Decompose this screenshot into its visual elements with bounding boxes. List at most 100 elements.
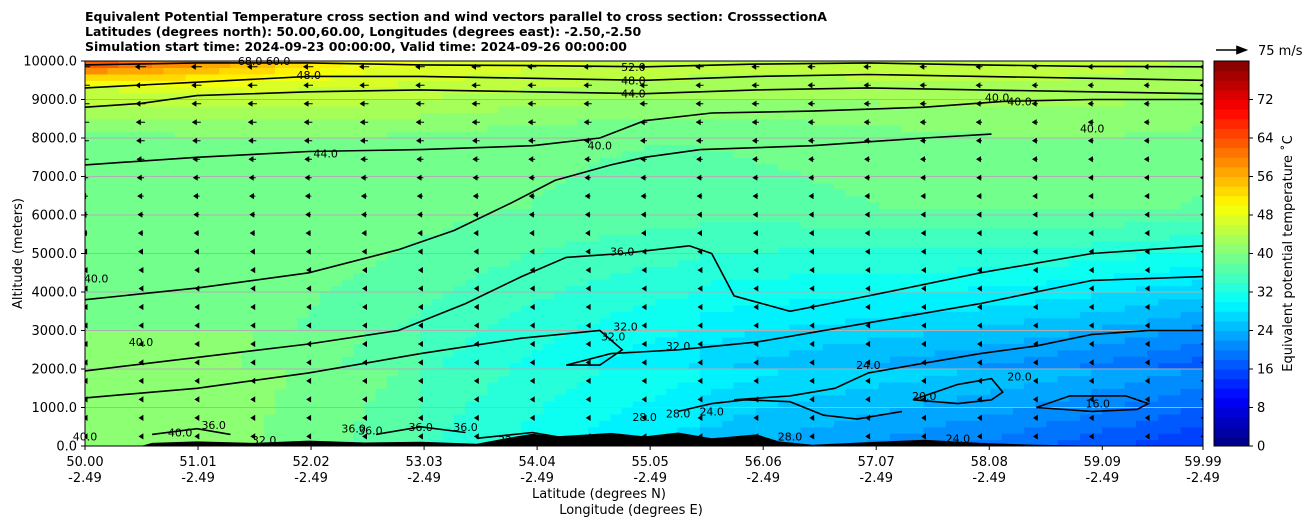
field-cell	[778, 388, 790, 396]
field-cell	[811, 381, 824, 389]
field-cell	[822, 324, 835, 332]
field-cell	[588, 413, 600, 421]
field-cell	[107, 118, 120, 126]
field-cell	[968, 80, 980, 88]
field-cell	[901, 67, 913, 75]
field-cell	[409, 131, 421, 139]
field-cell	[532, 279, 544, 287]
field-cell	[632, 298, 645, 306]
field-cell	[845, 247, 858, 255]
field-cell	[375, 413, 388, 421]
field-cell	[420, 202, 433, 210]
field-cell	[744, 80, 757, 88]
field-cell	[733, 138, 746, 146]
field-cell	[263, 215, 276, 223]
field-cell	[655, 336, 667, 344]
field-cell	[319, 253, 332, 261]
field-cell	[722, 215, 735, 223]
field-cell	[901, 413, 913, 421]
field-cell	[766, 285, 779, 293]
field-cell	[465, 118, 477, 126]
field-cell	[688, 150, 701, 158]
field-cell	[800, 343, 813, 351]
field-cell	[152, 279, 164, 287]
field-cell	[834, 336, 846, 344]
field-cell	[230, 176, 243, 184]
field-cell	[330, 112, 343, 120]
field-cell	[867, 388, 880, 396]
field-cell	[800, 150, 813, 158]
field-cell	[364, 298, 377, 306]
field-cell	[565, 381, 578, 389]
field-cell	[364, 426, 377, 434]
field-cell	[610, 279, 623, 287]
field-cell	[565, 112, 578, 120]
field-cell	[107, 80, 120, 88]
field-cell	[487, 426, 500, 434]
field-cell	[733, 253, 746, 261]
field-cell	[934, 272, 947, 280]
field-cell	[263, 227, 276, 235]
field-cell	[655, 298, 667, 306]
field-cell	[878, 413, 891, 421]
field-cell	[453, 381, 466, 389]
field-cell	[800, 420, 813, 428]
field-cell	[945, 234, 958, 242]
field-cell	[565, 227, 578, 235]
field-cell	[118, 298, 131, 306]
field-cell	[297, 292, 310, 300]
field-cell	[845, 356, 858, 364]
field-cell	[196, 356, 209, 364]
field-cell	[655, 131, 667, 139]
field-cell	[722, 336, 735, 344]
field-cell	[599, 157, 612, 165]
field-cell	[655, 67, 667, 75]
field-cell	[901, 112, 913, 120]
field-cell	[353, 324, 366, 332]
field-cell	[554, 202, 567, 210]
field-cell	[521, 150, 533, 158]
field-cell	[163, 163, 176, 171]
field-cell	[532, 144, 544, 152]
field-cell	[968, 215, 980, 223]
field-cell	[722, 118, 735, 126]
field-cell	[554, 272, 567, 280]
field-cell	[834, 195, 846, 203]
field-cell	[565, 407, 578, 415]
field-cell	[666, 240, 679, 248]
field-cell	[677, 356, 690, 364]
field-cell	[699, 176, 712, 184]
field-cell	[152, 317, 164, 325]
field-cell	[96, 311, 108, 319]
field-cell	[163, 73, 176, 81]
field-cell	[677, 349, 690, 357]
field-cell	[1001, 138, 1014, 146]
field-cell	[353, 388, 366, 396]
field-cell	[644, 150, 656, 158]
field-cell	[286, 67, 299, 75]
field-cell	[867, 215, 880, 223]
field-cell	[588, 182, 600, 190]
field-cell	[532, 413, 544, 421]
field-cell	[699, 356, 712, 364]
field-cell	[118, 279, 131, 287]
field-cell	[957, 330, 969, 338]
field-cell	[856, 118, 869, 126]
field-cell	[711, 311, 723, 319]
field-cell	[543, 163, 556, 171]
field-cell	[934, 304, 947, 312]
field-cell	[330, 279, 343, 287]
field-cell	[163, 388, 176, 396]
field-cell	[487, 394, 500, 402]
field-cell	[353, 195, 366, 203]
field-cell	[275, 86, 287, 94]
field-cell	[185, 170, 198, 178]
field-cell	[800, 182, 813, 190]
field-cell	[386, 215, 399, 223]
field-cell	[867, 426, 880, 434]
field-cell	[286, 86, 299, 94]
field-cell	[644, 253, 656, 261]
field-cell	[330, 253, 343, 261]
field-cell	[789, 80, 802, 88]
field-cell	[599, 330, 612, 338]
